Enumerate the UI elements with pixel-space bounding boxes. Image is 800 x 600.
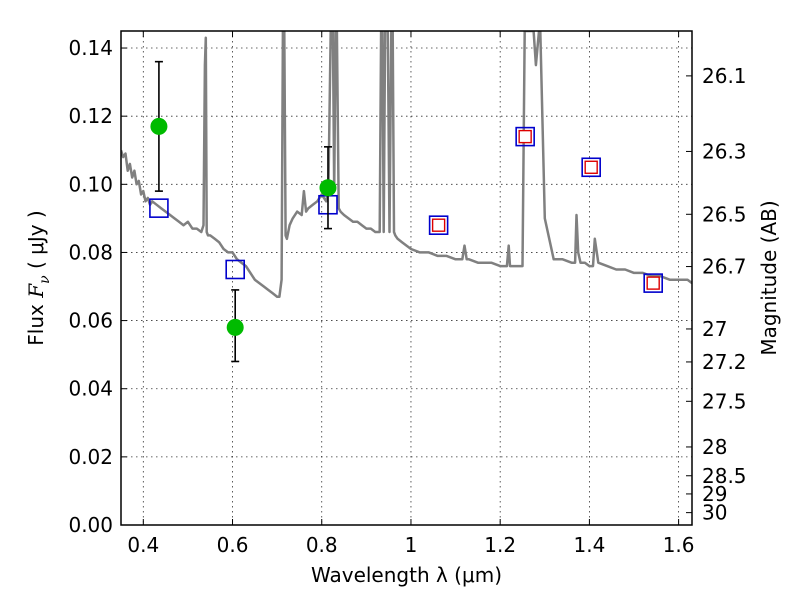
y2-tick-label: 30 bbox=[702, 501, 727, 525]
y2-tick-label: 26.5 bbox=[702, 202, 747, 226]
model-band-square bbox=[225, 259, 245, 280]
y-axis-label-unit: ( μJy ) bbox=[24, 210, 48, 275]
y-axis-label-flux: Flux bbox=[24, 298, 48, 346]
x-axis-label: Wavelength λ (μm) bbox=[311, 563, 502, 587]
y-tick-label: 0.12 bbox=[68, 104, 113, 128]
y2-tick-label: 28 bbox=[702, 435, 727, 459]
model-band-square bbox=[643, 273, 663, 293]
y-axis-label: Flux Fν ( μJy ) bbox=[24, 210, 53, 345]
ticks: 0.4 0.6 0.8 1 1.2 1.4 1.6 0.00 0.02 0.04 0.06 0.08 0… bbox=[68, 31, 747, 557]
x-tick-label: 1.2 bbox=[484, 533, 516, 557]
y2-tick-label: 27 bbox=[702, 317, 727, 341]
observed-point bbox=[226, 318, 244, 336]
y2-tick-label: 26.3 bbox=[702, 139, 747, 163]
y-tick-label: 0.04 bbox=[68, 377, 113, 401]
synthetic-square bbox=[646, 276, 660, 290]
model-band-square bbox=[581, 157, 601, 178]
x-tick-label: 1.4 bbox=[573, 533, 605, 557]
x-tick-label: 0.8 bbox=[306, 533, 338, 557]
synthetic-square bbox=[584, 160, 598, 174]
model-band-square bbox=[428, 215, 449, 235]
y-tick-label: 0.14 bbox=[68, 36, 113, 60]
y2-tick-label: 28.5 bbox=[702, 464, 747, 488]
model-spectrum-line bbox=[121, 31, 692, 298]
x-tick-label: 0.4 bbox=[127, 533, 159, 557]
y-tick-label: 0.06 bbox=[68, 309, 113, 333]
plot-frame bbox=[120, 30, 693, 526]
y-tick-label: 0.08 bbox=[68, 240, 113, 264]
model-band-square bbox=[149, 198, 169, 218]
synthetic-square bbox=[518, 129, 532, 144]
y2-tick-label: 26.1 bbox=[702, 64, 747, 88]
series-layer bbox=[121, 31, 692, 363]
y2-axis-label: Magnitude (AB) bbox=[757, 200, 781, 355]
y2-tick-label: 26.7 bbox=[702, 255, 747, 279]
y-tick-label: 0.02 bbox=[68, 445, 113, 469]
synthetic-square bbox=[431, 218, 446, 232]
y-axis-label-f: F bbox=[24, 283, 48, 299]
x-tick-label: 0.6 bbox=[217, 533, 249, 557]
y-tick-label: 0.00 bbox=[68, 513, 113, 537]
x-tick-label: 1.6 bbox=[663, 533, 695, 557]
y2-tick-label: 29 bbox=[702, 482, 727, 506]
y-axis-label-nu: ν bbox=[37, 275, 53, 284]
x-tick-label: 1 bbox=[405, 533, 418, 557]
y-tick-label: 0.10 bbox=[68, 172, 113, 196]
grid bbox=[121, 31, 692, 526]
observed-point bbox=[150, 117, 168, 135]
y2-tick-label: 27.5 bbox=[702, 389, 747, 413]
model-band-square bbox=[515, 126, 535, 147]
observed-point bbox=[319, 179, 337, 197]
y2-tick-label: 27.2 bbox=[702, 350, 747, 374]
